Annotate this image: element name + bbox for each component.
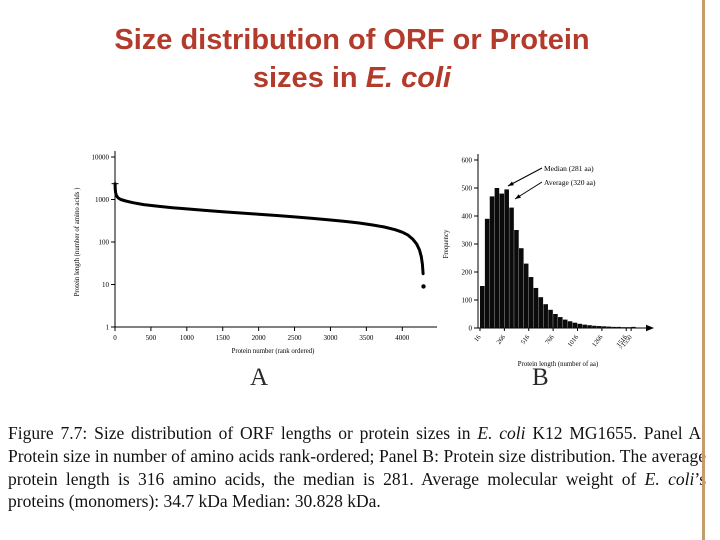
figure-caption: Figure 7.7: Size distribution of ORF len… [8,422,706,513]
caption-segment: ’s proteins (monomers): 34.7 kDa Median:… [8,468,707,512]
slide-title-line2-prefix: sizes in [252,61,366,94]
slide-title-line2: sizes in E. coli [0,60,704,98]
median-annotation: Median (281 aa) [544,164,594,173]
y-tick-label: 600 [462,157,473,165]
histogram-bar [558,317,563,328]
histogram-bar [606,326,612,328]
histogram-bar [523,263,529,328]
slide-title-species: E. coli [365,61,452,94]
rank-ordered-scatter-chart: 1 10 100 1000 10000 0 500 1000 1500 2000 2500 3000 3… [74,151,437,355]
y-tick-label: 100 [462,297,473,305]
x-tick-label: 766 [544,333,556,346]
y-tick-label: 1000 [95,196,110,204]
histogram-bar [597,326,602,328]
caption-segment: Figure 7.7: Size distribution of ORF len… [8,423,478,443]
histogram-bar [587,325,592,328]
histogram-bar [616,326,622,328]
x-axis-arrow [646,324,654,332]
rank-curve [113,182,425,276]
x-axis-label: Protein length (number of aa) [518,361,598,368]
x-tick-label: 16 [473,333,483,343]
histogram-bar [567,321,573,328]
histogram-bar [543,304,548,328]
histogram-bar [533,287,539,328]
histogram-bar [611,326,617,328]
histogram-bar [484,218,490,328]
x-tick-label: 3000 [323,334,338,342]
histogram-bar [548,309,553,328]
y-tick-label: 100 [99,239,110,247]
histogram-bar [504,189,509,328]
x-tick-label: 2000 [252,334,266,342]
histogram-bar [480,286,485,328]
histogram-bar [626,327,631,328]
histogram-bar [592,325,597,328]
histogram-bar [514,230,519,328]
histogram-bar [601,326,607,328]
histogram-bar [577,323,583,328]
histogram-bar [528,277,534,328]
x-tick-label: 1000 [180,334,195,342]
y-tick-label: 500 [462,185,473,193]
histogram-bar [562,319,568,328]
histogram-bar [631,326,636,328]
y-tick-label: 400 [462,213,473,221]
x-tick-label: 500 [146,334,157,342]
x-tick-label: 1016 [567,333,581,348]
caption-italic-segment: E. coli [644,468,695,489]
slide-title: Size distribution of ORF or Protein size… [0,22,704,97]
y-tick-label: 10 [102,281,110,289]
y-axis-label: Frequency [443,229,450,258]
y-tick-label: 1 [106,324,110,332]
x-tick-label: 3500 [359,334,374,342]
x-axis-label: Protein number (rank ordered) [232,348,315,355]
histogram-bar [538,297,544,328]
x-tick-label: 4000 [395,334,410,342]
outlier-point [421,284,426,289]
histogram-bar [494,188,500,328]
histogram-bar [572,322,578,328]
x-tick-label: 266 [495,333,507,346]
y-tick-label: 300 [462,241,473,249]
panel-b-label: B [532,364,549,391]
histogram-bar [499,193,505,328]
slide-title-line1: Size distribution of ORF or Protein [114,24,590,56]
x-tick-label: 516 [520,333,532,346]
histogram-bar [582,324,587,328]
histogram-bar [509,207,514,328]
histogram-bar [519,248,524,328]
y-tick-label: 10000 [92,154,110,162]
histogram-bar [621,327,626,328]
slide-right-border [702,0,705,540]
histogram-bar [553,314,558,328]
x-tick-label: 1500 [216,334,231,342]
panel-a-label: A [250,364,269,391]
y-tick-label: 200 [462,269,473,277]
histogram-bar [489,196,495,328]
caption-italic-segment: E. coli [477,423,526,443]
average-annotation: Average (320 aa) [544,178,596,187]
x-tick-label: 0 [113,334,117,342]
x-tick-label: 2500 [288,334,303,342]
y-axis-label: Protein length (number of amino acids ) [74,188,81,297]
x-tick-label: 1266 [591,333,605,348]
y-tick-label: 0 [469,325,473,333]
caption-segment: K12 MG1655. Panel A: Protein size in num… [8,423,707,489]
